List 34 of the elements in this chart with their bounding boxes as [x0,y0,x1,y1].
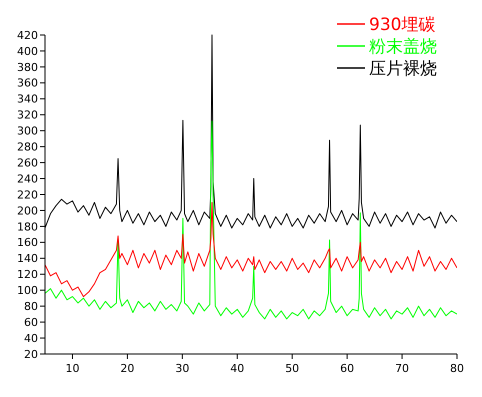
y-tick-label: 160 [17,236,38,250]
x-tick-label: 50 [285,362,300,375]
line-series [45,202,457,298]
line-series [45,120,457,320]
legend-label: 930埋碳 [369,14,436,35]
y-tick-label: 380 [17,60,38,74]
y-tick-label: 220 [17,188,38,202]
y-tick-label: 80 [24,300,38,313]
y-tick-label: 360 [17,76,38,90]
x-tick-label: 60 [340,362,354,375]
y-tick-label: 180 [17,220,38,234]
x-tick-label: 10 [65,362,80,375]
y-tick-label: 120 [17,268,38,282]
x-tick-label: 40 [230,362,244,375]
y-tick-label: 340 [17,92,38,106]
x-tick-label: 20 [120,362,134,375]
legend-label: 压片裸烧 [369,58,437,79]
y-tick-label: 240 [17,172,38,186]
x-tick-label: 30 [175,362,190,375]
x-tick-label: 80 [450,362,464,375]
x-tick-label: 70 [395,362,410,375]
y-tick-label: 300 [17,124,38,138]
y-tick-label: 20 [24,348,38,361]
y-tick-label: 400 [17,44,38,58]
y-tick-label: 200 [17,204,38,218]
y-tick-label: 140 [17,252,38,266]
y-tick-label: 40 [24,332,38,345]
y-tick-label: 100 [17,284,38,298]
legend-label: 粉末盖烧 [369,36,437,57]
y-tick-label: 280 [17,140,38,154]
y-tick-label: 60 [24,316,38,329]
y-tick-label: 420 [17,28,38,42]
y-tick-label: 320 [17,108,38,122]
y-tick-label: 260 [17,156,38,170]
